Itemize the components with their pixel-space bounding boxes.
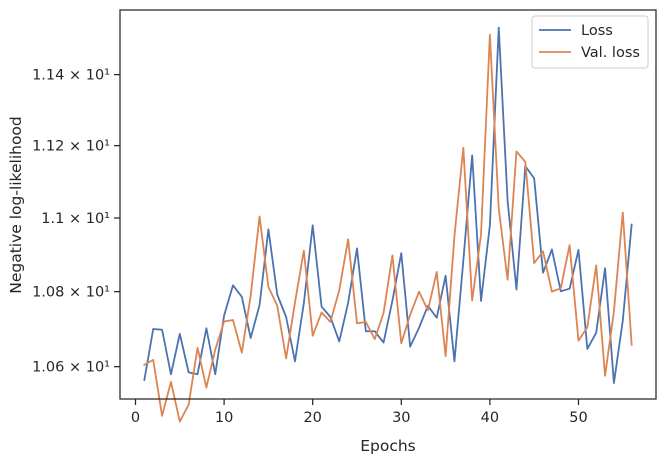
series-line-val-loss <box>143 33 633 423</box>
plot-frame <box>119 9 657 400</box>
y-tick-label-11-4: 1.14 × 10¹ <box>32 68 110 84</box>
series-layer <box>143 26 633 423</box>
x-tick-label-30: 30 <box>392 410 410 426</box>
y-tick-label-10-8: 1.08 × 10¹ <box>32 285 110 301</box>
legend-label-loss: Loss <box>581 23 613 39</box>
x-tick-label-0: 0 <box>131 410 140 426</box>
x-tick-label-20: 20 <box>303 410 321 426</box>
legend: Loss Val. loss <box>531 15 649 69</box>
y-axis-label: Negative log-likelihood <box>7 116 25 294</box>
x-tick-label-10: 10 <box>215 410 233 426</box>
y-tick-label-11-2: 1.12 × 10¹ <box>32 139 110 155</box>
legend-label-val-loss: Val. loss <box>581 45 640 61</box>
ticks-layer: 0 10 20 30 40 50 1.06 × 10¹ 1.08 × 10¹ 1.1 × 10¹… <box>32 68 588 426</box>
x-tick-label-50: 50 <box>569 410 587 426</box>
x-axis-label: Epochs <box>360 437 416 455</box>
series-line-loss <box>143 26 633 384</box>
y-tick-label-11: 1.1 × 10¹ <box>41 211 110 227</box>
y-tick-label-10-6: 1.06 × 10¹ <box>32 360 110 376</box>
legend-box <box>531 15 649 69</box>
x-tick-label-40: 40 <box>481 410 499 426</box>
